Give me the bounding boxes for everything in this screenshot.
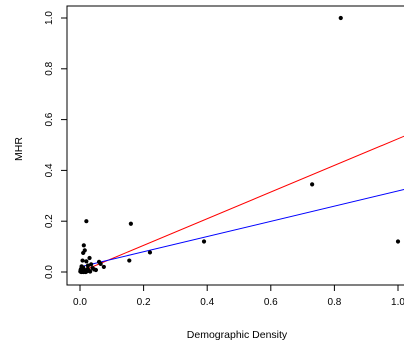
data-point <box>85 266 90 272</box>
data-point <box>89 262 94 267</box>
y-tick-label: 0.6 <box>44 112 55 126</box>
x-axis: 0.0 0.2 0.4 0.6 0.8 1.0 <box>73 285 404 308</box>
data-point <box>310 182 315 187</box>
y-tick-label: 1.0 <box>44 11 55 25</box>
data-point <box>101 264 106 270</box>
x-tick-label: 0.2 <box>137 297 151 308</box>
y-tick-label: 0.2 <box>44 214 55 228</box>
plot-box <box>66 5 404 286</box>
data-point <box>81 250 86 256</box>
data-point <box>88 269 93 274</box>
data-point <box>83 269 88 275</box>
data-point <box>338 15 343 21</box>
x-tick-label: 0.8 <box>327 297 341 308</box>
data-point <box>98 261 103 266</box>
y-tick-label: 0.0 <box>44 265 55 279</box>
data-point <box>93 267 98 273</box>
y-axis-title: MHR <box>13 137 25 161</box>
data-points <box>78 15 401 275</box>
plot-area <box>66 5 404 286</box>
y-tick-label: 0.4 <box>44 163 55 177</box>
y-tick-label: 0.8 <box>44 61 55 75</box>
regression-lines <box>79 135 404 273</box>
x-tick-label: 1.0 <box>391 297 404 308</box>
data-point <box>395 239 401 244</box>
data-point <box>87 255 92 261</box>
regression-line-1 <box>79 135 404 273</box>
data-point <box>201 239 207 244</box>
x-tick-label: 0.0 <box>73 297 87 308</box>
data-point <box>81 243 86 248</box>
x-axis-title: Demographic Density <box>187 329 288 341</box>
x-tick-label: 0.6 <box>264 297 278 308</box>
data-point <box>78 267 83 273</box>
data-point <box>128 221 133 226</box>
x-tick-label: 0.4 <box>200 297 214 308</box>
data-point <box>80 258 85 263</box>
data-point <box>85 263 91 268</box>
regression-line-2 <box>79 189 404 268</box>
data-point <box>147 250 153 255</box>
data-point <box>84 219 89 224</box>
data-point <box>127 258 132 263</box>
data-point <box>84 259 89 264</box>
y-axis: 0.0 0.2 0.4 0.6 0.8 1.0 <box>44 11 67 279</box>
